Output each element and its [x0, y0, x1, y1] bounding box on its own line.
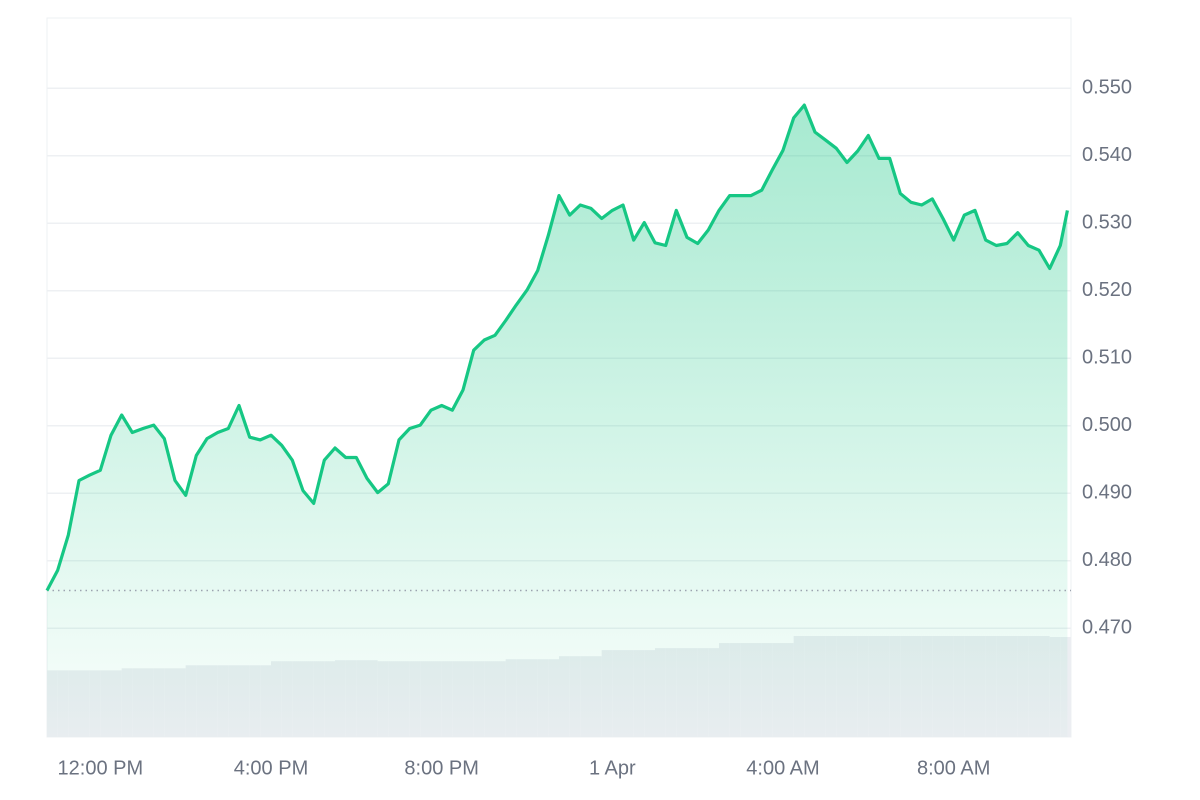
y-tick-label: 0.500	[1082, 414, 1132, 436]
y-tick-label: 0.530	[1082, 212, 1132, 234]
volume-bar	[1067, 637, 1071, 737]
x-tick-label: 12:00 PM	[58, 757, 144, 779]
y-tick-label: 0.490	[1082, 482, 1132, 504]
y-tick-label: 0.520	[1082, 279, 1132, 301]
y-tick-label: 0.540	[1082, 144, 1132, 166]
x-tick-label: 8:00 PM	[404, 757, 478, 779]
price-line	[45, 103, 1069, 592]
x-tick-label: 1 Apr	[589, 757, 636, 779]
y-tick-label: 0.470	[1082, 617, 1132, 639]
y-tick-label: 0.480	[1082, 549, 1132, 571]
price-area	[47, 105, 1068, 738]
x-tick-label: 8:00 AM	[917, 757, 990, 779]
y-tick-label: 0.550	[1082, 76, 1132, 98]
y-tick-label: 0.510	[1082, 347, 1132, 369]
x-tick-label: 4:00 AM	[746, 757, 819, 779]
x-tick-label: 4:00 PM	[234, 757, 308, 779]
